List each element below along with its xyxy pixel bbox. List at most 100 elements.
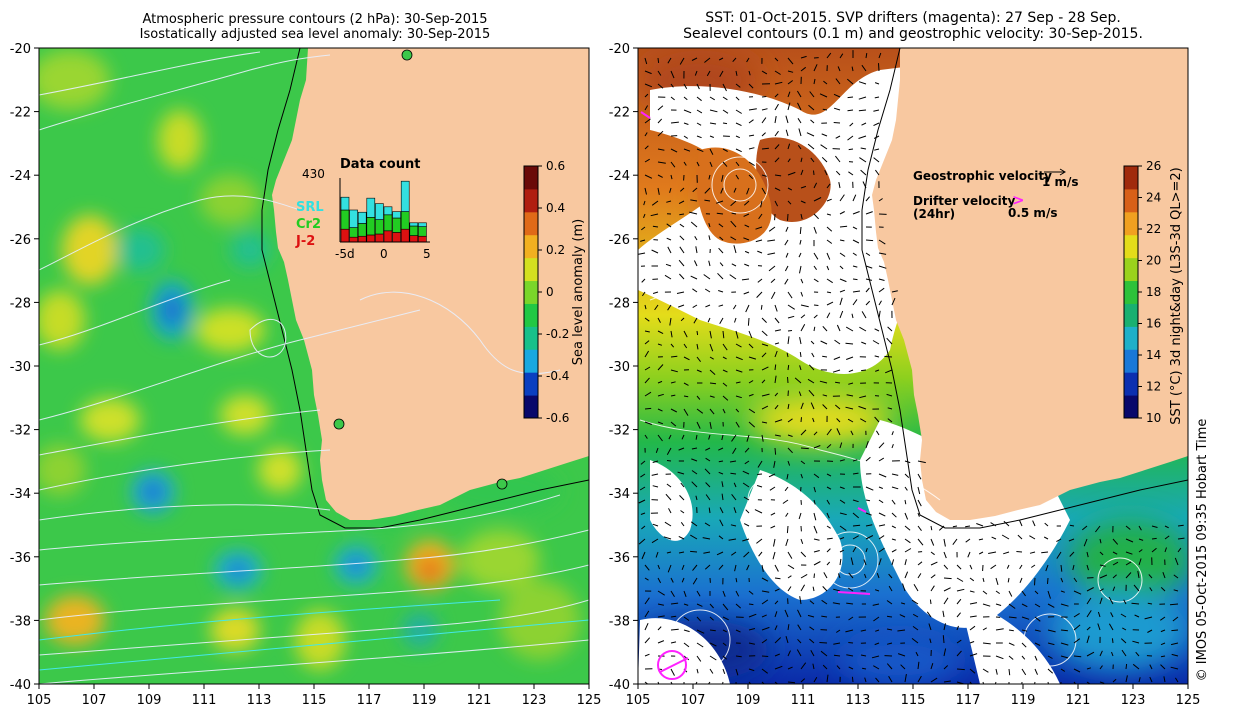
velocity-arrow [956, 564, 962, 570]
velocity-arrow [813, 304, 819, 306]
velocity-arrow [875, 629, 880, 632]
velocity-arrow [757, 473, 763, 475]
velocity-arrow [774, 57, 779, 62]
left-xtick-label: 111 [192, 693, 217, 708]
velocity-arrow [644, 597, 650, 605]
velocity-arrow [1099, 588, 1104, 592]
velocity-arrow [787, 91, 791, 98]
velocity-arrow [709, 135, 714, 138]
velocity-arrow [743, 291, 750, 295]
velocity-arrow [839, 297, 843, 306]
velocity-arrow [833, 122, 841, 124]
left-ytick-label: -38 [10, 614, 31, 629]
velocity-arrow [926, 611, 932, 618]
station-marker [401, 49, 413, 61]
velocity-arrow [1133, 584, 1140, 592]
velocity-arrow [670, 70, 675, 79]
velocity-arrow [1160, 642, 1166, 646]
velocity-arrow [956, 598, 962, 605]
velocity-arrow [943, 665, 949, 670]
velocity-arrow [787, 330, 793, 332]
velocity-arrow [982, 642, 991, 645]
velocity-arrow [758, 551, 763, 557]
left-ytick-label: -26 [10, 233, 31, 248]
velocity-arrow [1147, 629, 1153, 633]
velocity-arrow [952, 525, 958, 528]
velocity-arrow [1008, 590, 1013, 597]
velocity-arrow [679, 273, 685, 280]
velocity-arrow [704, 57, 711, 63]
velocity-arrow [748, 147, 755, 150]
left-map [39, 48, 589, 684]
velocity-arrow [670, 590, 675, 597]
velocity-arrow [718, 57, 724, 61]
velocity-arrow [848, 369, 854, 373]
velocity-arrow [874, 148, 880, 151]
velocity-arrow [705, 494, 711, 501]
velocity-arrow [1138, 677, 1141, 683]
velocity-arrow [860, 418, 867, 423]
velocity-arrow [716, 200, 724, 204]
velocity-arrow [822, 325, 828, 332]
station-marker [333, 418, 345, 430]
velocity-arrow [761, 421, 768, 424]
right-ytick-label: -34 [609, 487, 630, 502]
velocity-arrow [670, 355, 678, 358]
velocity-arrow [911, 599, 919, 605]
velocity-arrow [835, 170, 841, 176]
velocity-arrow [878, 499, 884, 504]
velocity-arrow [761, 614, 767, 618]
velocity-arrow [696, 603, 703, 607]
velocity-arrow [826, 561, 831, 566]
inset-bar-cr2 [366, 217, 376, 236]
velocity-arrow [644, 637, 651, 644]
velocity-arrow [800, 324, 806, 332]
velocity-arrow [969, 653, 978, 657]
velocity-arrow [859, 326, 867, 332]
velocity-arrow [1174, 677, 1179, 683]
velocity-arrow [900, 664, 906, 670]
velocity-arrow [811, 352, 815, 358]
velocity-arrow [774, 600, 779, 605]
left-xtick-label: 105 [27, 693, 52, 708]
velocity-arrow [696, 590, 701, 597]
velocity-arrow [982, 603, 991, 607]
velocity-arrow [638, 538, 646, 545]
velocity-arrow [874, 82, 880, 85]
velocity-arrow [878, 547, 885, 553]
velocity-arrow [652, 523, 659, 527]
velocity-arrow [669, 317, 672, 326]
velocity-arrow [670, 577, 674, 583]
velocity-arrow [693, 317, 698, 324]
velocity-arrow [785, 129, 789, 137]
velocity-arrow [846, 394, 854, 397]
velocity-arrow [839, 459, 845, 462]
velocity-arrow [799, 365, 802, 371]
velocity-arrow [679, 213, 685, 216]
velocity-arrow [722, 83, 727, 92]
velocity-arrow [695, 495, 698, 501]
velocity-arrow [644, 407, 652, 410]
velocity-arrow [858, 405, 867, 410]
right-colorbar-swatch [1124, 257, 1138, 282]
velocity-arrow [887, 418, 893, 423]
velocity-arrow [680, 510, 685, 514]
velocity-arrow [990, 564, 997, 570]
velocity-arrow [774, 350, 778, 358]
velocity-arrow [1029, 535, 1036, 540]
velocity-arrow [800, 678, 806, 683]
velocity-arrow [917, 512, 920, 517]
velocity-arrow [1138, 549, 1143, 553]
velocity-arrow [891, 473, 899, 476]
velocity-arrow [943, 551, 947, 559]
velocity-arrow [761, 70, 768, 75]
velocity-arrow [640, 473, 646, 478]
geostrophic-scale: 1 m/s [1042, 175, 1079, 189]
velocity-arrow [885, 369, 893, 374]
velocity-arrow [683, 590, 687, 597]
velocity-arrow [761, 187, 766, 195]
velocity-arrow [761, 108, 768, 111]
velocity-arrow [722, 161, 728, 167]
velocity-arrow [785, 115, 789, 124]
velocity-arrow [800, 314, 806, 319]
